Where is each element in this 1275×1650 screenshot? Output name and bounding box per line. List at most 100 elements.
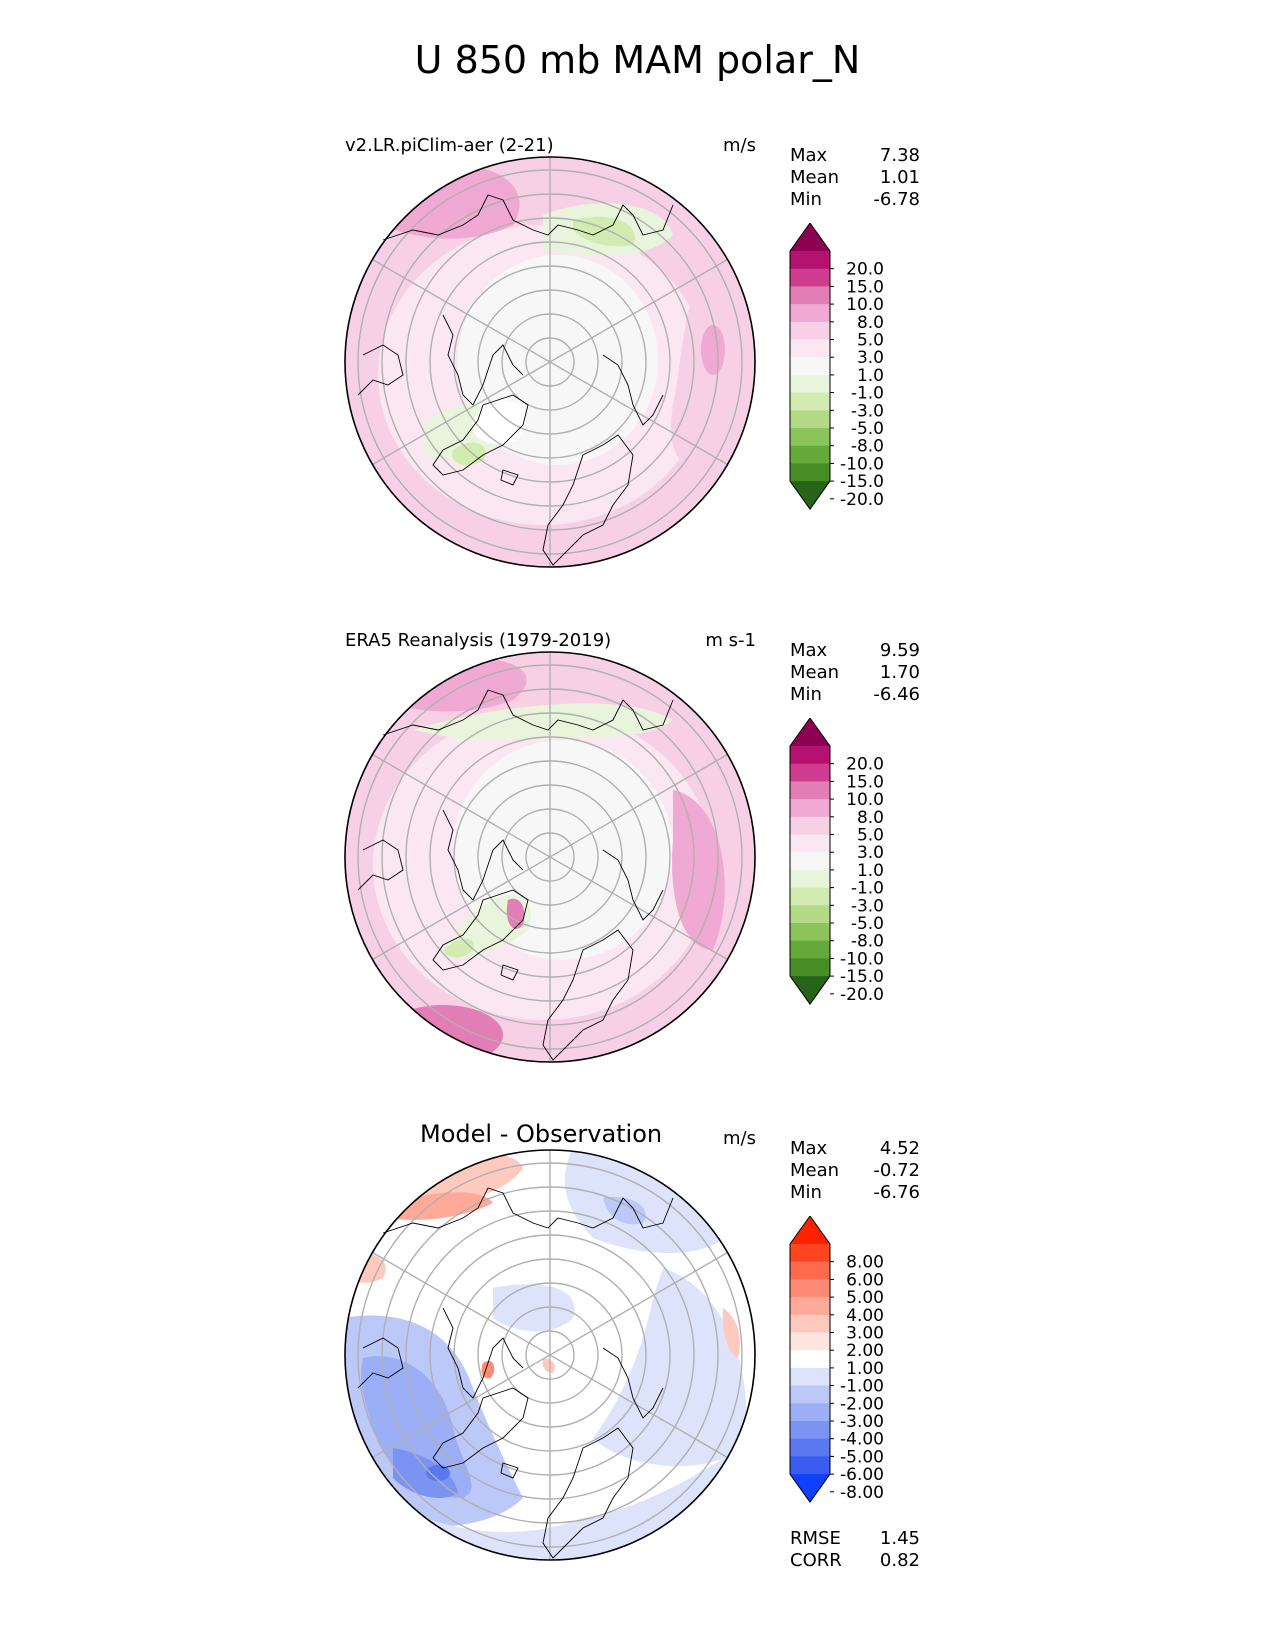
stats-box: Max 4.52 Mean -0.72 Min -6.76	[790, 1138, 920, 1204]
colorbar-tick-label: 10.0	[846, 295, 884, 315]
colorbar-tick-label: 3.0	[857, 348, 884, 368]
colorbar-tick-label: -5.00	[840, 1447, 884, 1467]
colorbar-bin	[790, 357, 830, 376]
panel-units: m/s	[723, 135, 756, 156]
colorbar-tick-label: 6.00	[846, 1270, 884, 1290]
colorbar-bin	[790, 1314, 830, 1333]
stat-label: Min	[790, 684, 822, 705]
colorbar-bin	[790, 1279, 830, 1298]
stat-value: 1.70	[879, 662, 920, 683]
error-stats-box: RMSE 1.45 CORR 0.82	[790, 1528, 920, 1572]
colorbar-tick-label: -1.0	[851, 384, 884, 404]
panel-units: m s-1	[705, 630, 756, 651]
colorbar-extend-top	[790, 223, 830, 251]
colorbar-bin	[790, 321, 830, 340]
colorbar-bin	[790, 905, 830, 924]
colorbar-bin	[790, 1456, 830, 1475]
colorbar-tick-label: -6.00	[840, 1465, 884, 1485]
colorbar-bin	[790, 410, 830, 429]
colorbar-tick-label: 5.0	[857, 826, 884, 846]
colorbar-bin	[790, 1403, 830, 1422]
colorbar-bin	[790, 923, 830, 942]
stat-label: Mean	[790, 662, 840, 683]
graticule	[357, 157, 743, 567]
stat-label: Max	[790, 640, 828, 661]
colorbar-bin	[790, 1367, 830, 1387]
colorbar-tick-label: -5.0	[851, 419, 884, 439]
colorbar-tick-label: -1.0	[851, 879, 884, 899]
panel-difference: Model - Observation m/s Max 4.52 Mean -0.7…	[0, 1120, 1275, 1598]
colorbar-bin	[790, 463, 830, 482]
colorbar-bin	[790, 834, 830, 853]
colorbar-tick-label: 15.0	[846, 277, 884, 297]
colorbar-difference: 8.006.005.004.003.002.001.00-1.00-2.00-3…	[789, 1216, 884, 1503]
colorbar-tick-label: -15.0	[840, 472, 884, 492]
coastlines	[357, 689, 674, 1061]
stat-value: -6.76	[873, 1182, 920, 1203]
colorbar-tick-label: 1.00	[846, 1359, 884, 1379]
colorbar-bin	[790, 781, 830, 800]
stat-label: Max	[790, 1138, 828, 1159]
stats-box: Max 9.59 Mean 1.70 Min -6.46	[790, 640, 920, 706]
colorbar-bin	[790, 304, 830, 323]
colorbar-tick-label: -3.00	[840, 1412, 884, 1432]
colorbar-tick-label: -4.00	[840, 1430, 884, 1450]
colorbar-tick-label: 20.0	[846, 755, 884, 775]
colorbar-tick-label: -8.00	[840, 1483, 884, 1503]
colorbar-bin	[790, 286, 830, 305]
stat-value: 4.52	[879, 1138, 920, 1159]
graticule	[357, 652, 743, 1062]
colorbar-bin	[790, 428, 830, 447]
polar-map-observation	[344, 651, 756, 1063]
stats-box: Max 7.38 Mean 1.01 Min -6.78	[790, 145, 920, 211]
colorbar-bin	[790, 958, 830, 977]
colorbar-bin	[790, 887, 830, 906]
colorbar-bin	[790, 392, 830, 411]
stat-value: 1.45	[879, 1528, 920, 1549]
colorbar-extend-bottom	[790, 481, 830, 510]
colorbar-tick-label: 3.00	[846, 1324, 884, 1344]
stat-label: Mean	[790, 1160, 840, 1181]
colorbar-tick-label: 15.0	[846, 772, 884, 792]
stat-value: 9.59	[879, 640, 920, 661]
colorbar-tick-label: 20.0	[846, 260, 884, 280]
colorbar-tick-label: 1.0	[857, 861, 884, 881]
colorbar-tick-label: 10.0	[846, 790, 884, 810]
stat-label: Mean	[790, 167, 840, 188]
colorbar-bin	[790, 1244, 830, 1263]
polar-map-difference	[344, 1149, 756, 1561]
stat-value: -6.46	[873, 684, 920, 705]
colorbar-tick-label: 8.0	[857, 313, 884, 333]
stat-label: Max	[790, 145, 828, 166]
stat-label: CORR	[790, 1550, 842, 1571]
colorbar-bin	[790, 445, 830, 464]
stat-value: 1.01	[879, 167, 920, 188]
colorbar-bin	[790, 869, 830, 889]
stat-value: 7.38	[879, 145, 920, 166]
polar-map-model	[344, 156, 756, 568]
colorbar-tick-label: 5.0	[857, 331, 884, 351]
colorbar-tick-label: -10.0	[840, 949, 884, 969]
stat-value: 0.82	[879, 1550, 920, 1571]
colorbar-tick-label: -10.0	[840, 454, 884, 474]
coastlines	[357, 1187, 674, 1559]
colorbar-tick-label: -8.0	[851, 437, 884, 457]
colorbar-tick-label: -20.0	[840, 985, 884, 1005]
colorbar-bin	[790, 1385, 830, 1404]
stat-label: RMSE	[790, 1528, 841, 1549]
colorbar-bin	[790, 852, 830, 871]
graticule	[357, 1150, 743, 1560]
colorbar-tick-label: 8.00	[846, 1253, 884, 1273]
colorbar-tick-label: 4.00	[846, 1306, 884, 1326]
colorbar-bin	[790, 1261, 830, 1280]
colorbar-tick-label: 1.0	[857, 366, 884, 386]
panel-model: v2.LR.piClim-aer (2-21) m/s Max 7.38 Mean…	[0, 135, 1275, 605]
colorbar-bin	[790, 339, 830, 358]
colorbar-bin	[790, 374, 830, 394]
panel-observation: ERA5 Reanalysis (1979-2019) m s-1 Max 9.5…	[0, 630, 1275, 1100]
colorbar-extend-top	[790, 1216, 830, 1244]
colorbar-observation: 20.015.010.08.05.03.01.0-1.0-3.0-5.0-8.0…	[789, 718, 884, 1005]
colorbar-extend-bottom	[790, 976, 830, 1005]
map-boundary	[344, 651, 756, 1063]
panel-units: m/s	[723, 1128, 756, 1149]
